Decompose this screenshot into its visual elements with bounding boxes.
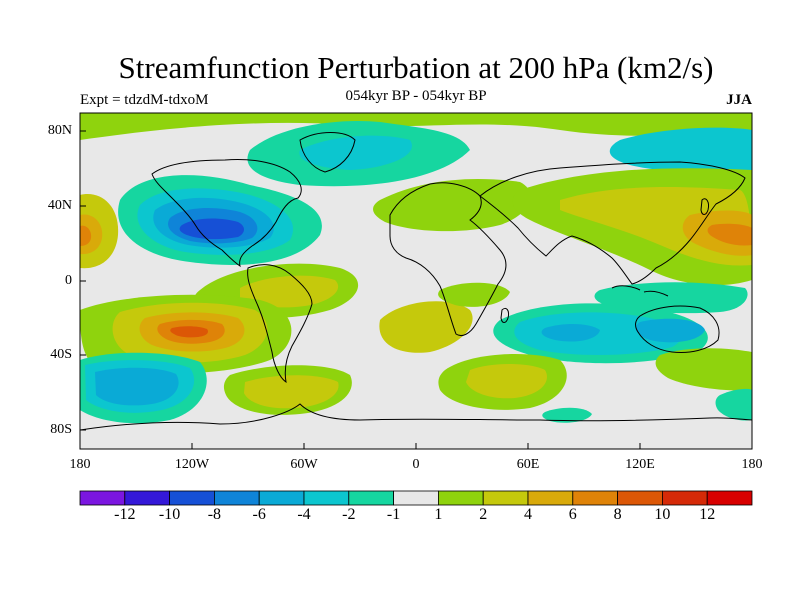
colorbar-label: -12: [114, 506, 136, 523]
japan-coast: [700, 198, 709, 215]
indonesia-coast: [611, 285, 669, 297]
colorbar-label: -4: [297, 506, 311, 523]
positive-sh-pacific-max: [170, 326, 208, 338]
colorbar-label: 12: [699, 506, 716, 523]
negative-na-core: [179, 218, 244, 240]
colorbar: [79, 490, 753, 506]
season-label: JJA: [726, 92, 752, 108]
lon-tick-label: 180: [69, 457, 91, 472]
asia-coast: [479, 161, 746, 285]
map-panel: [79, 112, 753, 450]
axis-ticks: [80, 130, 641, 449]
australia-coast: [635, 305, 720, 353]
colorbar-label: -6: [252, 506, 266, 523]
europe-africa-coast: [389, 182, 507, 337]
colorbar-swatch: [437, 490, 484, 506]
colorbar-swatch: [662, 490, 708, 506]
colorbar-label: -10: [158, 506, 181, 523]
positive-asia-peak: [707, 223, 752, 246]
colorbar-label: 2: [479, 506, 488, 523]
antarctica-coast: [80, 403, 752, 431]
madagascar-coast: [500, 307, 509, 323]
colorbar-swatch: [213, 490, 260, 506]
negative-maritime: [594, 282, 748, 314]
negative-australia-core: [635, 318, 705, 343]
lat-tick-label: 80N: [47, 123, 72, 138]
colorbar-swatch: [169, 490, 215, 506]
colorbar-label: 8: [613, 506, 622, 523]
colorbar-label: 4: [524, 506, 532, 523]
colorbar-swatch: [393, 490, 439, 506]
colorbar-swatch: [79, 490, 126, 506]
contour-fields: [80, 113, 752, 431]
lat-tick-label: 0: [65, 273, 72, 288]
negative-indian-core: [541, 324, 600, 342]
lon-tick-label: 60W: [290, 457, 318, 472]
coastlines: [80, 132, 752, 431]
experiment-label: Expt = tdzdM-tdxoM: [80, 92, 209, 108]
colorbar-swatch: [572, 490, 618, 506]
colorbar-label: 6: [568, 506, 577, 523]
lat-tick-label: 40S: [50, 347, 72, 362]
greenland-coast: [299, 132, 356, 173]
lat-tick-label: 80S: [50, 422, 72, 437]
lon-tick-label: 60E: [516, 457, 540, 472]
map-title: Streamfunction Perturbation at 200 hPa (…: [118, 50, 714, 85]
negative-so-pacific-core: [95, 367, 179, 406]
positive-sa-tropics-core: [240, 275, 339, 308]
positive-africa-east: [438, 282, 510, 307]
positive-east-pacific-left-peak: [80, 225, 92, 246]
period-label: 054kyr BP - 054kyr BP: [345, 88, 487, 104]
negative-south-indian-small: [542, 407, 592, 423]
colorbar-swatch: [124, 490, 171, 506]
lat-tick-label: 40N: [47, 198, 72, 213]
colorbar-label: 1: [434, 506, 443, 523]
north-america-coast: [151, 159, 302, 268]
colorbar-swatch: [258, 490, 305, 506]
colorbar-swatch: [348, 490, 394, 506]
lon-tick-label: 180: [741, 457, 763, 472]
colorbar-label: -1: [386, 506, 401, 523]
colorbar-swatch: [482, 490, 529, 506]
positive-so-atlantic-core: [466, 364, 547, 399]
south-america-coast: [247, 264, 313, 384]
colorbar-label: -2: [342, 506, 356, 523]
positive-tasman: [655, 348, 752, 391]
negative-ross-sea: [715, 388, 752, 421]
colorbar-label: -8: [207, 506, 222, 523]
positive-band-north: [80, 113, 752, 140]
lon-tick-label: 0: [412, 457, 420, 472]
colorbar-swatch: [527, 490, 574, 506]
negative-arctic-core: [299, 135, 412, 170]
colorbar-swatch: [303, 490, 350, 506]
colorbar-swatch: [617, 490, 663, 506]
colorbar-label: 10: [654, 506, 671, 523]
colorbar-swatch: [706, 490, 753, 506]
lon-tick-label: 120E: [625, 457, 655, 472]
positive-drake-core: [244, 375, 339, 409]
lon-tick-label: 120W: [174, 457, 210, 472]
